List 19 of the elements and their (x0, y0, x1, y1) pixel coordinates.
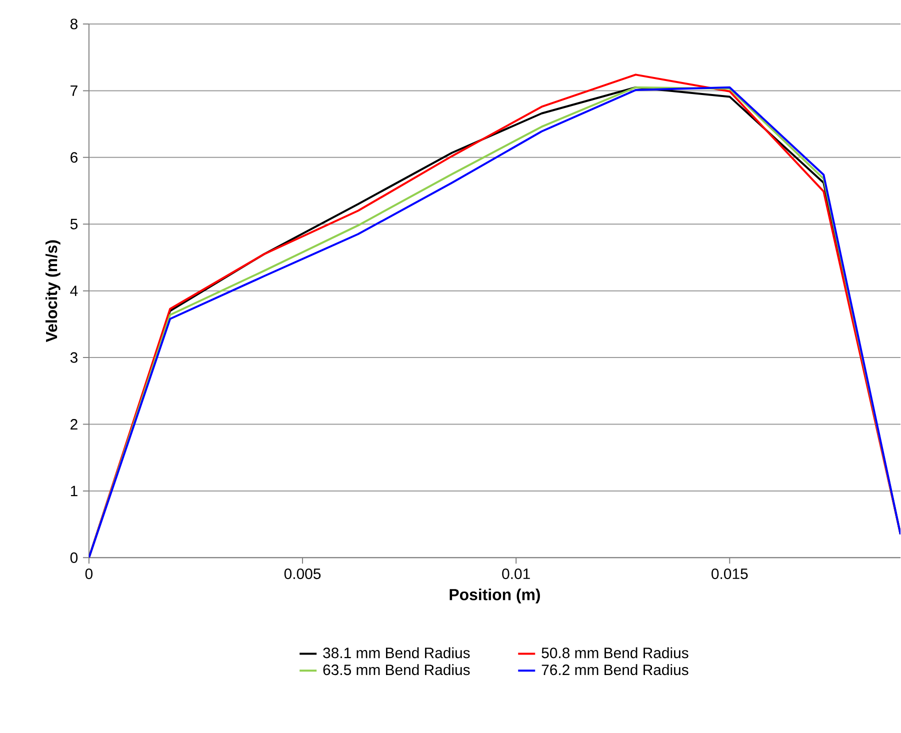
x-tick-label: 0.015 (712, 568, 748, 580)
y-tick-label: 0 (70, 552, 78, 564)
y-axis-title: Velocity (m/s) (45, 240, 60, 342)
y-tick-label: 6 (70, 152, 78, 163)
y-tick-label: 2 (70, 419, 78, 430)
legend-label: 50.8 mm Bend Radius (542, 647, 688, 658)
x-tick-label: 0.005 (284, 568, 321, 580)
y-tick-label: 3 (70, 352, 78, 364)
x-tick-label: 0.01 (502, 568, 530, 580)
y-tick-label: 5 (70, 219, 78, 230)
x-tick-label: 0 (85, 568, 93, 580)
y-tick-label: 4 (70, 286, 78, 296)
x-axis-title: Position (m) (450, 588, 540, 604)
y-tick-label: 1 (70, 486, 78, 496)
y-tick-label: 8 (70, 18, 78, 30)
legend-label: 63.5 mm Bend Radius (323, 664, 470, 676)
legend-label: 38.1 mm Bend Radius (323, 647, 470, 658)
y-tick-label: 7 (70, 86, 78, 96)
legend-label: 76.2 mm Bend Radius (542, 664, 688, 676)
